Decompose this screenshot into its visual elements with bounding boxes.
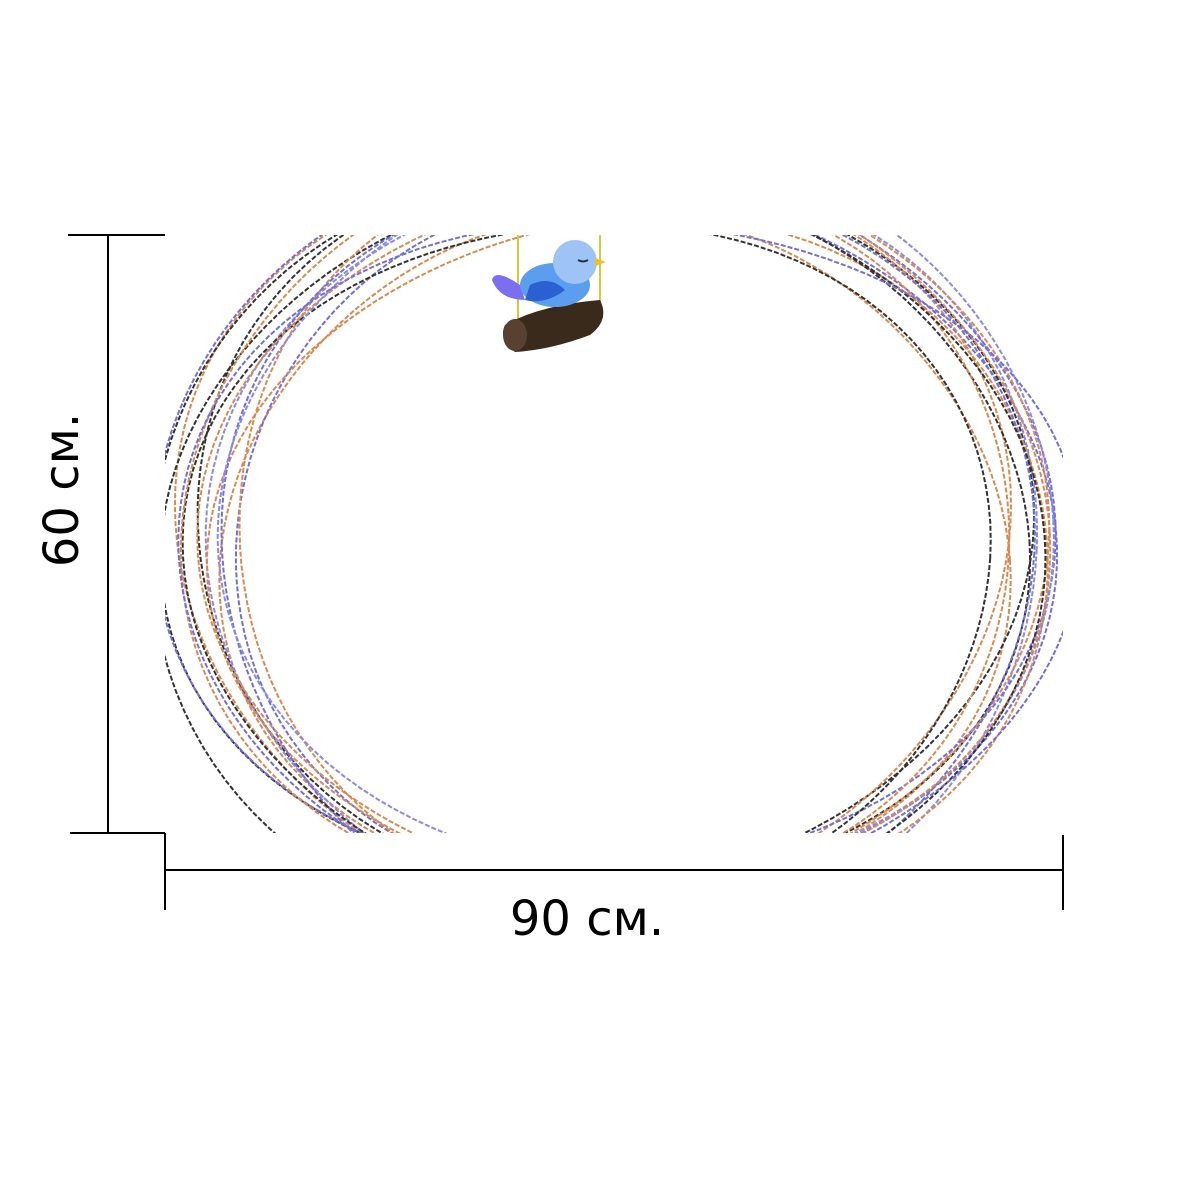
bird-tail xyxy=(492,275,525,300)
bird-beak xyxy=(595,258,606,266)
log-end xyxy=(503,319,527,351)
log xyxy=(502,300,604,352)
bird-on-swing xyxy=(492,235,606,352)
ring xyxy=(205,235,1049,833)
bird-eye xyxy=(577,259,589,263)
ring xyxy=(177,235,1063,833)
height-label: 60 см. xyxy=(34,413,90,567)
ring xyxy=(218,235,1012,833)
ring xyxy=(181,235,992,833)
decorative-rings xyxy=(165,235,1063,833)
ring xyxy=(216,235,1055,833)
ring xyxy=(204,235,1039,833)
bird-wing xyxy=(525,281,565,302)
dimension-lines xyxy=(68,234,1064,910)
width-label: 90 см. xyxy=(510,891,664,947)
ring xyxy=(173,235,1013,833)
ring xyxy=(234,235,1059,833)
ring xyxy=(196,235,1011,833)
bird-head xyxy=(553,240,597,284)
